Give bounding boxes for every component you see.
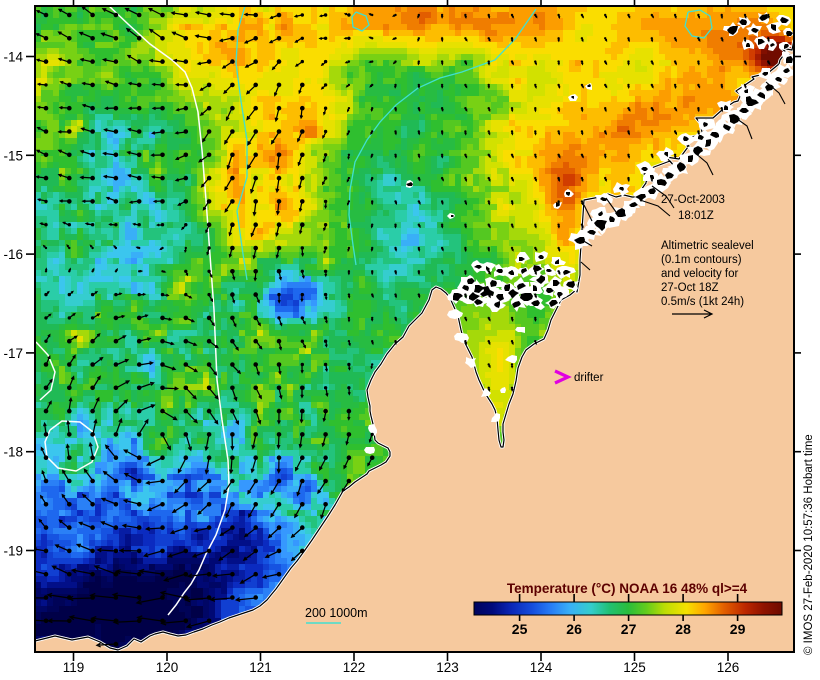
svg-text:-19: -19 xyxy=(3,544,23,559)
svg-text:and velocity for: and velocity for xyxy=(661,268,739,280)
svg-text:-15: -15 xyxy=(3,148,23,163)
svg-text:27: 27 xyxy=(621,621,637,637)
svg-text:(0.1m contours): (0.1m contours) xyxy=(661,254,742,266)
svg-text:28: 28 xyxy=(675,621,691,637)
svg-text:27-Oct-2003: 27-Oct-2003 xyxy=(661,194,725,206)
svg-text:Temperature (°C) NOAA 16 48% q: Temperature (°C) NOAA 16 48% ql>=4 xyxy=(507,581,748,596)
svg-text:120: 120 xyxy=(156,660,179,675)
svg-text:119: 119 xyxy=(63,660,85,675)
svg-text:126: 126 xyxy=(717,660,740,675)
svg-text:-17: -17 xyxy=(3,346,23,361)
svg-text:18:01Z: 18:01Z xyxy=(678,210,714,222)
svg-text:124: 124 xyxy=(530,660,553,675)
svg-text:25: 25 xyxy=(512,621,528,637)
svg-text:29: 29 xyxy=(730,621,746,637)
svg-text:-14: -14 xyxy=(3,50,23,65)
svg-text:121: 121 xyxy=(249,660,272,675)
svg-text:27-Oct 18Z: 27-Oct 18Z xyxy=(661,282,719,294)
svg-text:26: 26 xyxy=(566,621,582,637)
svg-text:-18: -18 xyxy=(3,445,23,460)
svg-text:Altimetric sealevel: Altimetric sealevel xyxy=(661,240,754,252)
svg-text:200 1000m: 200 1000m xyxy=(305,606,368,620)
svg-text:0.5m/s (1kt 24h): 0.5m/s (1kt 24h) xyxy=(661,296,744,308)
svg-text:125: 125 xyxy=(623,660,646,675)
svg-text:drifter: drifter xyxy=(574,372,604,384)
svg-text:© IMOS 27-Feb-2020 10:57:36 Ho: © IMOS 27-Feb-2020 10:57:36 Hobart time xyxy=(803,434,815,655)
svg-text:123: 123 xyxy=(436,660,459,675)
svg-text:-16: -16 xyxy=(3,247,23,262)
svg-text:122: 122 xyxy=(343,660,366,675)
